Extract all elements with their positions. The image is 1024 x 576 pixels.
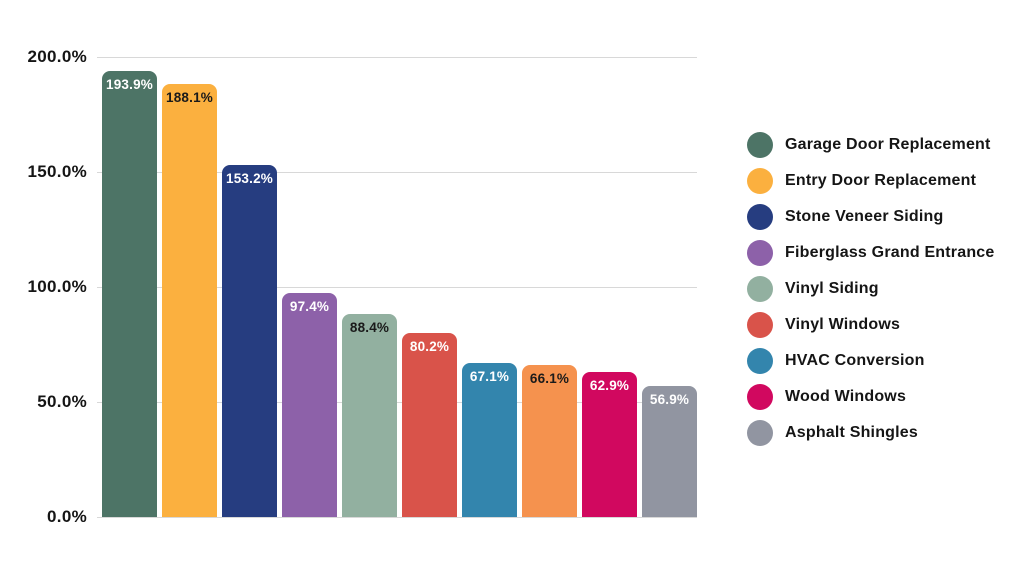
bar-value-label: 67.1% xyxy=(469,368,510,384)
chart-legend: Garage Door Replacement Entry Door Replac… xyxy=(747,132,995,446)
legend-item: HVAC Conversion xyxy=(747,348,995,374)
bar: 97.4% xyxy=(282,292,337,517)
plot-area: 200.0% 150.0% 100.0% 50.0% 0.0% 193.9% 188.1% 1… xyxy=(28,47,697,526)
legend-item: Entry Door Replacement xyxy=(747,168,995,194)
legend-color-swatch-icon xyxy=(747,384,773,410)
y-axis-tick-label: 100.0% xyxy=(27,277,87,296)
bar-value-label: 66.1% xyxy=(529,370,570,386)
bar-value-label: 193.9% xyxy=(106,77,153,93)
bar-value-label: 88.4% xyxy=(349,319,390,335)
gridline xyxy=(97,516,697,518)
bar: 62.9% xyxy=(582,372,637,517)
bar: 153.2% xyxy=(222,164,277,517)
gridline xyxy=(97,401,697,403)
legend-label: Fiberglass Grand Entrance xyxy=(785,244,995,261)
bar-value-label: 188.1% xyxy=(166,90,213,106)
legend-item: Vinyl Siding xyxy=(747,276,995,302)
bar: 193.9% xyxy=(102,71,157,517)
legend-item: Vinyl Windows xyxy=(747,312,995,338)
bar: 80.2% xyxy=(402,332,457,517)
legend-color-swatch-icon xyxy=(747,276,773,302)
legend-color-swatch-icon xyxy=(747,348,773,374)
bar-value-label: 62.9% xyxy=(589,378,630,394)
legend-label: Wood Windows xyxy=(785,388,907,405)
legend-color-swatch-icon xyxy=(747,168,773,194)
legend-label: HVAC Conversion xyxy=(785,352,925,369)
legend-item: Asphalt Shingles xyxy=(747,420,995,446)
bar: 66.1% xyxy=(522,364,577,517)
gridline xyxy=(97,286,697,288)
gridline xyxy=(97,56,697,58)
legend-color-swatch-icon xyxy=(747,204,773,230)
bar: 56.9% xyxy=(642,386,697,517)
legend-label: Stone Veneer Siding xyxy=(785,208,944,225)
bar: 88.4% xyxy=(342,313,397,517)
legend-item: Fiberglass Grand Entrance xyxy=(747,240,995,266)
bar: 188.1% xyxy=(162,84,217,517)
bar-value-label: 97.4% xyxy=(289,298,330,314)
legend-color-swatch-icon xyxy=(747,240,773,266)
bar-value-label: 80.2% xyxy=(409,338,450,354)
y-axis-tick-label: 50.0% xyxy=(37,392,87,411)
legend-label: Vinyl Siding xyxy=(785,280,879,297)
legend-color-swatch-icon xyxy=(747,420,773,446)
legend-label: Garage Door Replacement xyxy=(785,136,991,153)
legend-item: Garage Door Replacement xyxy=(747,132,995,158)
legend-item: Stone Veneer Siding xyxy=(747,204,995,230)
bar-value-label: 56.9% xyxy=(649,392,690,408)
legend-color-swatch-icon xyxy=(747,312,773,338)
bar: 67.1% xyxy=(462,362,517,517)
legend-label: Vinyl Windows xyxy=(785,316,901,333)
y-axis-tick-label: 150.0% xyxy=(27,162,87,181)
legend-label: Asphalt Shingles xyxy=(785,424,918,441)
y-axis-tick-label: 0.0% xyxy=(47,507,87,526)
y-axis-tick-label: 200.0% xyxy=(27,47,87,66)
legend-color-swatch-icon xyxy=(747,132,773,158)
legend-item: Wood Windows xyxy=(747,384,995,410)
gridline xyxy=(97,171,697,173)
legend-label: Entry Door Replacement xyxy=(785,172,977,189)
bar-value-label: 153.2% xyxy=(226,170,273,186)
